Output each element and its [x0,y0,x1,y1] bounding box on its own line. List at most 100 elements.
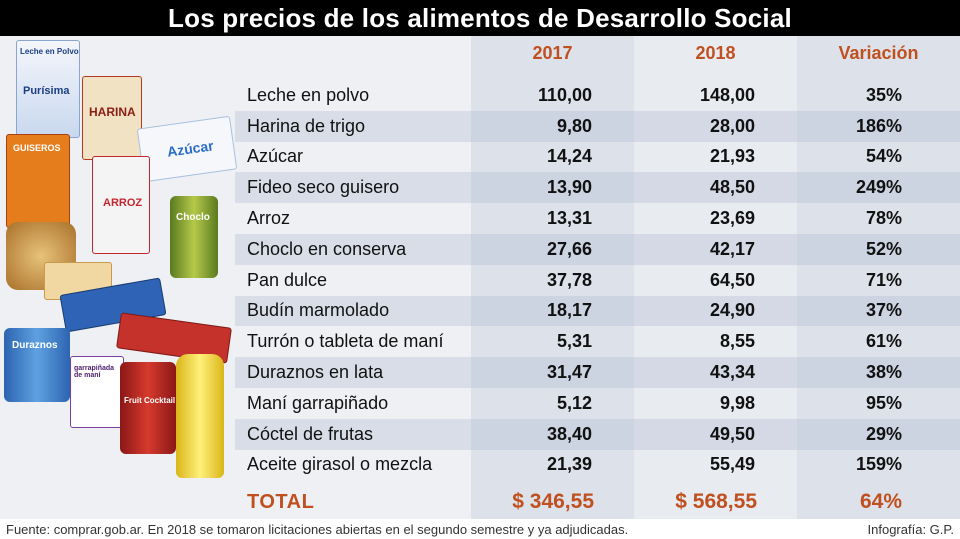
source-note: Fuente: comprar.gob.ar. En 2018 se tomar… [6,521,629,537]
total-label: TOTAL [247,490,315,513]
row-2017: 5,12 [556,392,592,413]
row-2018: 9,98 [719,392,755,413]
table-row: Cóctel de frutas 38,40 49,50 29% [235,418,960,450]
table-row: Maní garrapiñado 5,12 9,98 95% [235,388,960,419]
peach-can-image: Duraznos [4,328,70,402]
total-variation: 64% [859,490,902,513]
row-product: Pan dulce [247,269,328,290]
pasta-label: GUISEROS [13,143,61,153]
peanut-bag-image: garrapiñada de maní [70,356,124,428]
table-row: Aceite girasol o mezcla 21,39 55,49 159% [235,450,960,481]
header-2018: 2018 [695,42,736,63]
column-band-2018 [634,36,797,519]
credit-note: Infografía: G.P. [867,521,954,537]
row-2017: 21,39 [546,454,592,475]
corn-can-image: Choclo [170,196,218,278]
row-product: Aceite girasol o mezcla [247,454,433,475]
row-2017: 110,00 [537,84,592,105]
row-2017: 5,31 [556,331,592,352]
row-2017: 18,17 [546,300,592,321]
row-2017: 13,31 [546,208,592,229]
row-variation: 159% [855,454,902,475]
row-2018: 43,34 [709,362,755,383]
product-illustration: Leche en Polvo Purísima HARINA Azúcar GU… [0,36,240,484]
table-row: Azúcar 14,24 21,93 54% [235,142,960,173]
rice-label: ARROZ [103,197,143,209]
row-2017: 37,78 [546,269,592,290]
column-band-2017 [471,36,634,519]
row-product: Budín marmolado [247,300,390,321]
row-variation: 61% [865,331,902,352]
row-product: Azúcar [247,146,304,167]
fruit-can-image: Fruit Cocktail [120,362,176,454]
row-2018: 49,50 [709,423,755,444]
row-product: Turrón o tableta de maní [247,331,444,352]
table-row: Budín marmolado 18,17 24,90 37% [235,295,960,327]
table-header: 2017 2018 Variación [471,36,960,70]
fruit-label: Fruit Cocktail [124,396,176,405]
row-variation: 54% [865,146,902,167]
row-variation: 78% [865,208,902,229]
row-product: Choclo en conserva [247,238,407,259]
table-row: Leche en polvo 110,00 148,00 35% [235,80,960,111]
total-2018: $ 568,55 [675,490,757,513]
row-variation: 186% [855,115,902,136]
row-2018: 28,00 [709,115,755,136]
peanut-label: garrapiñada de maní [74,365,115,379]
flour-bag-image: HARINA [82,76,142,160]
row-2018: 48,50 [709,177,755,198]
table-row: Harina de trigo 9,80 28,00 186% [235,110,960,142]
row-variation: 29% [865,423,902,444]
row-product: Fideo seco guisero [247,177,400,198]
row-2017: 14,24 [546,146,592,167]
row-variation: 37% [865,300,902,321]
table-row: Turrón o tableta de maní 5,31 8,55 61% [235,326,960,357]
milk-box-label: Leche en Polvo [20,47,79,56]
sugar-bag-image: Azúcar [136,115,238,183]
row-product: Arroz [247,208,291,229]
row-2017: 31,47 [546,362,592,383]
milk-box-image: Leche en Polvo Purísima [16,40,80,138]
row-2018: 23,69 [709,208,755,229]
row-2018: 148,00 [699,84,755,105]
row-product: Maní garrapiñado [247,392,389,413]
oil-bottle-image [176,354,224,478]
page-title: Los precios de los alimentos de Desarrol… [0,0,960,36]
row-2018: 42,17 [709,238,755,259]
row-2018: 24,90 [709,300,755,321]
rice-bag-image: ARROZ [92,156,150,254]
row-2018: 64,50 [709,269,755,290]
row-variation: 38% [865,362,902,383]
total-2017: $ 346,55 [512,490,594,513]
sugar-label: Azúcar [166,137,215,160]
table-row: Duraznos en lata 31,47 43,34 38% [235,357,960,388]
row-variation: 52% [865,238,902,259]
corn-label: Choclo [176,212,210,223]
row-product: Leche en polvo [247,84,370,105]
row-2018: 8,55 [719,331,755,352]
row-2017: 9,80 [556,115,592,136]
row-2017: 27,66 [546,238,592,259]
row-2017: 38,40 [546,423,592,444]
pasta-bag-image: GUISEROS [6,134,70,228]
flour-label: HARINA [89,105,136,119]
row-variation: 71% [865,269,902,290]
header-variation: Variación [838,42,919,63]
table-row: Fideo seco guisero 13,90 48,50 249% [235,172,960,203]
milk-brand-label: Purísima [23,85,70,97]
row-2018: 21,93 [709,146,755,167]
table-row: Arroz 13,31 23,69 78% [235,203,960,234]
row-variation: 35% [865,84,902,105]
table-row: Choclo en conserva 27,66 42,17 52% [235,233,960,265]
row-2018: 55,49 [709,454,755,475]
price-table: Leche en polvo 110,00 148,00 35% Harina … [235,80,960,480]
row-product: Duraznos en lata [247,362,384,383]
table-row: Pan dulce 37,78 64,50 71% [235,265,960,296]
footer: Fuente: comprar.gob.ar. En 2018 se tomar… [0,519,960,539]
row-variation: 249% [855,177,902,198]
header-2017: 2017 [532,42,573,63]
row-variation: 95% [865,392,902,413]
row-2017: 13,90 [546,177,592,198]
peach-label: Duraznos [12,340,58,351]
total-row: TOTAL $ 346,55 $ 568,55 64% [235,484,960,520]
